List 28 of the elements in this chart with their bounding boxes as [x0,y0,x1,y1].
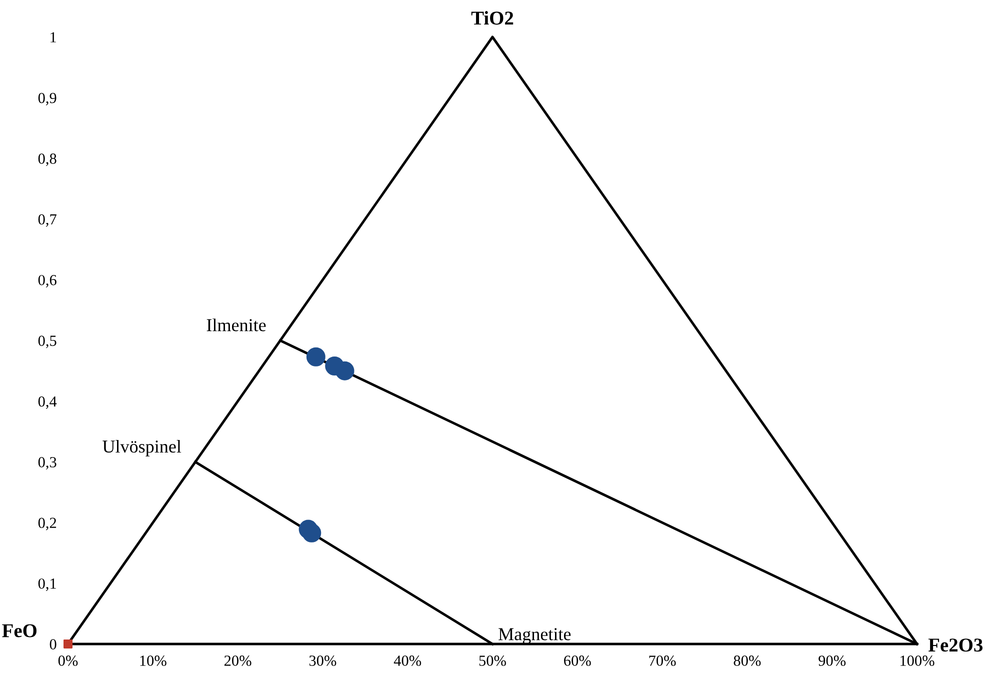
y-tick-label: 0,6 [38,274,56,288]
y-tick-label: 0,9 [38,92,56,106]
x-tick-label: 70% [649,656,676,666]
x-tick-label: 30% [309,656,336,666]
x-tick-label: 20% [224,656,252,666]
x-tick-label: 50% [479,656,506,666]
y-tick-label: 0,4 [38,396,57,409]
y-tick-label: 1 [50,32,56,42]
x-tick-label: 100% [900,656,934,666]
annotation: FeO [2,624,36,638]
x-tick-label: 80% [734,656,761,666]
annotation: Fe2O3 [928,638,983,652]
y-tick-label: 0,3 [38,457,56,470]
y-tick-label: 0 [50,639,56,650]
y-tick-label: 0,2 [38,518,56,530]
annotation: TiO2 [471,11,514,25]
x-tick-label: 40% [394,656,422,666]
x-tick-label: 90% [818,656,846,666]
annotation: Ilmenite [206,318,266,332]
x-tick-label: 10% [140,656,166,666]
annotation: Magnetite [498,628,571,644]
x-tick-label: 60% [564,656,591,666]
y-tick-label: 0,8 [38,154,56,166]
y-tick-label: 0,1 [38,578,56,591]
annotation: Ulvöspinel [102,440,182,456]
y-tick-label: 0,5 [38,336,56,348]
y-tick-label: 0,7 [38,214,56,227]
x-tick-label: 0% [58,656,78,666]
